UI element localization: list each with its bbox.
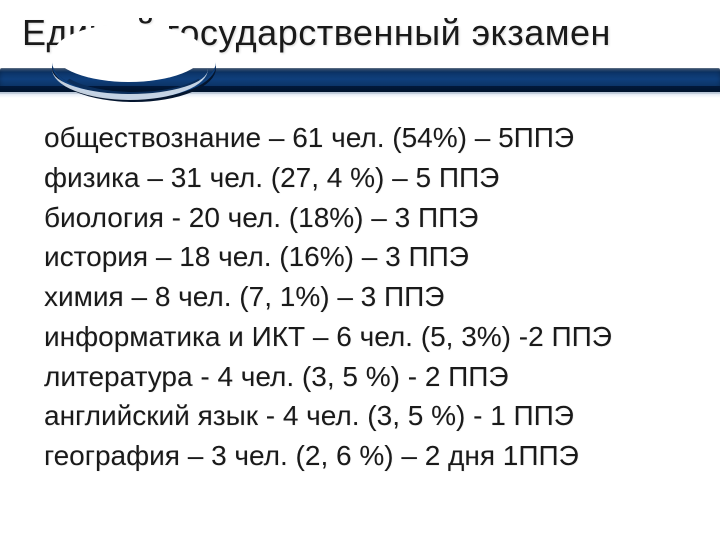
slide-title: Единый государственный экзамен <box>0 6 720 54</box>
content-area: обществознание – 61 чел. (54%) – 5ППЭ фи… <box>44 118 700 476</box>
list-item: химия – 8 чел. (7, 1%) – 3 ППЭ <box>44 277 700 317</box>
list-item: история – 18 чел. (16%) – 3 ППЭ <box>44 237 700 277</box>
list-item: литература - 4 чел. (3, 5 %) - 2 ППЭ <box>44 357 700 397</box>
list-item: физика – 31 чел. (27, 4 %) – 5 ППЭ <box>44 158 700 198</box>
slide: Единый государственный экзамен обществоз… <box>0 0 720 540</box>
bar-bottom-shine <box>0 92 720 98</box>
list-item: география – 3 чел. (2, 6 %) – 2 дня 1ППЭ <box>44 436 700 476</box>
list-item: биология - 20 чел. (18%) – 3 ППЭ <box>44 198 700 238</box>
title-area: Единый государственный экзамен <box>0 6 720 90</box>
list-item: английский язык - 4 чел. (3, 5 %) - 1 ПП… <box>44 396 700 436</box>
list-item: информатика и ИКТ – 6 чел. (5, 3%) -2 ПП… <box>44 317 700 357</box>
list-item: обществознание – 61 чел. (54%) – 5ППЭ <box>44 118 700 158</box>
